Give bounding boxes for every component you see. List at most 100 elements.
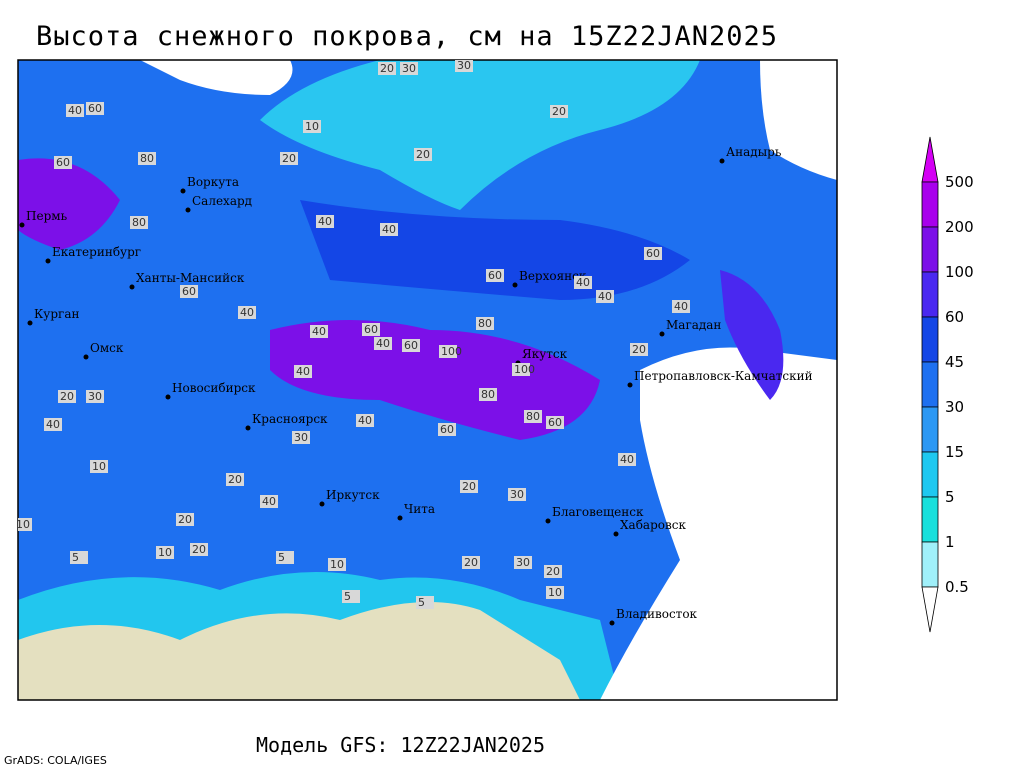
contour-label: 5 [72, 551, 79, 564]
city-label: Якутск [522, 347, 568, 361]
title: Высота снежного покрова, см на 15Z22JAN2… [36, 21, 778, 52]
contour-label: 40 [312, 325, 326, 338]
deep-snow [270, 320, 600, 440]
city-label: Новосибирск [172, 381, 256, 395]
map-frame [17, 59, 838, 701]
city-dot [180, 188, 186, 194]
contour-label: 10 [548, 586, 562, 599]
contour-label-bg [476, 317, 494, 330]
contour-label: 40 [46, 418, 60, 431]
contour-label: 40 [240, 306, 254, 319]
contour-label-bg [280, 152, 298, 165]
legend-swatch [921, 451, 939, 498]
contour-label-bg [70, 551, 88, 564]
contour-label: 30 [457, 59, 471, 72]
contour-label: 60 [88, 102, 102, 115]
contour-label-bg [402, 339, 420, 352]
contour-label-bg [86, 102, 104, 115]
contour-label: 20 [632, 343, 646, 356]
contour-label-bg [512, 363, 530, 376]
contour-label-bg [138, 152, 156, 165]
city-dot [719, 158, 725, 164]
legend-label: 15 [945, 443, 964, 461]
contour-label: 5 [418, 596, 425, 609]
contour-label: 20 [228, 473, 242, 486]
contour-label: 20 [178, 513, 192, 526]
contour-label-bg [618, 453, 636, 466]
city-dot [45, 258, 51, 264]
contour-label-bg [176, 513, 194, 526]
contour-label: 30 [510, 488, 524, 501]
legend-label: 5 [945, 488, 955, 506]
arctic-ice [260, 60, 700, 210]
city-dot [613, 531, 619, 537]
contour-label: 40 [382, 223, 396, 236]
contour-label: 80 [478, 317, 492, 330]
contour-label-bg [316, 215, 334, 228]
contour-label-bg [328, 558, 346, 571]
contour-label-bg [672, 300, 690, 313]
contour-label-bg [596, 290, 614, 303]
contour-label: 20 [416, 148, 430, 161]
city-dot [319, 501, 325, 507]
contour-label: 5 [344, 590, 351, 603]
contour-label-bg [130, 216, 148, 229]
city-label: Петропавловск-Камчатский [634, 369, 813, 383]
contour-label: 10 [16, 518, 30, 531]
contour-label-bg [524, 410, 542, 423]
contour-label-bg [238, 306, 256, 319]
contour-label-bg [455, 60, 473, 72]
contour-label: 40 [620, 453, 634, 466]
contour-label-bg [294, 365, 312, 378]
city-dot [165, 394, 171, 400]
contour-label-bg [574, 276, 592, 289]
city-label: Пермь [26, 209, 68, 223]
legend-swatch [921, 181, 939, 228]
contour-label: 30 [516, 556, 530, 569]
city-label: Владивосток [616, 607, 698, 621]
contour-label-bg [630, 343, 648, 356]
contour-label-bg [514, 556, 532, 569]
city-label: Анадырь [726, 145, 782, 159]
legend-swatch [921, 271, 939, 318]
legend-label: 45 [945, 353, 964, 371]
city-dot [512, 282, 518, 288]
contour-label: 40 [674, 300, 688, 313]
contour-label: 20 [464, 556, 478, 569]
contour-label: 60 [440, 423, 454, 436]
barents-sea [140, 60, 293, 95]
contour-label-bg [44, 418, 62, 431]
contour-label-bg [439, 345, 457, 358]
map-labels: Воркута Салехард Пермь Екатеринбург Ханты-Ма… [16, 59, 813, 626]
legend-swatch [921, 136, 939, 183]
legend-label: 60 [945, 308, 964, 326]
contour-label-bg [546, 586, 564, 599]
contour-label: 10 [330, 558, 344, 571]
contour-label: 100 [441, 345, 462, 358]
contour-label-bg [90, 460, 108, 473]
contour-label: 80 [481, 388, 495, 401]
contour-label: 80 [526, 410, 540, 423]
contour-label-bg [374, 337, 392, 350]
legend-label: 100 [945, 263, 974, 281]
contour-label: 20 [192, 543, 206, 556]
city-label: Хабаровск [620, 518, 686, 532]
city-label: Магадан [666, 318, 721, 332]
contour-label-bg [438, 423, 456, 436]
legend-swatch [921, 541, 939, 588]
legend-swatch [921, 586, 939, 633]
city-dot [545, 518, 551, 524]
city-label: Омск [90, 341, 124, 355]
city-dot [27, 320, 33, 326]
contour-label: 40 [262, 495, 276, 508]
city-dot [659, 331, 665, 337]
contour-label: 5 [278, 551, 285, 564]
city-label: Чита [404, 502, 435, 516]
credit: GrADS: COLA/IGES [4, 754, 107, 767]
city-dot [19, 222, 25, 228]
contour-label: 60 [364, 323, 378, 336]
city-label: Екатеринбург [52, 245, 141, 259]
contour-label-bg [18, 518, 32, 531]
kamchatka [720, 270, 784, 400]
legend-label: 200 [945, 218, 974, 236]
